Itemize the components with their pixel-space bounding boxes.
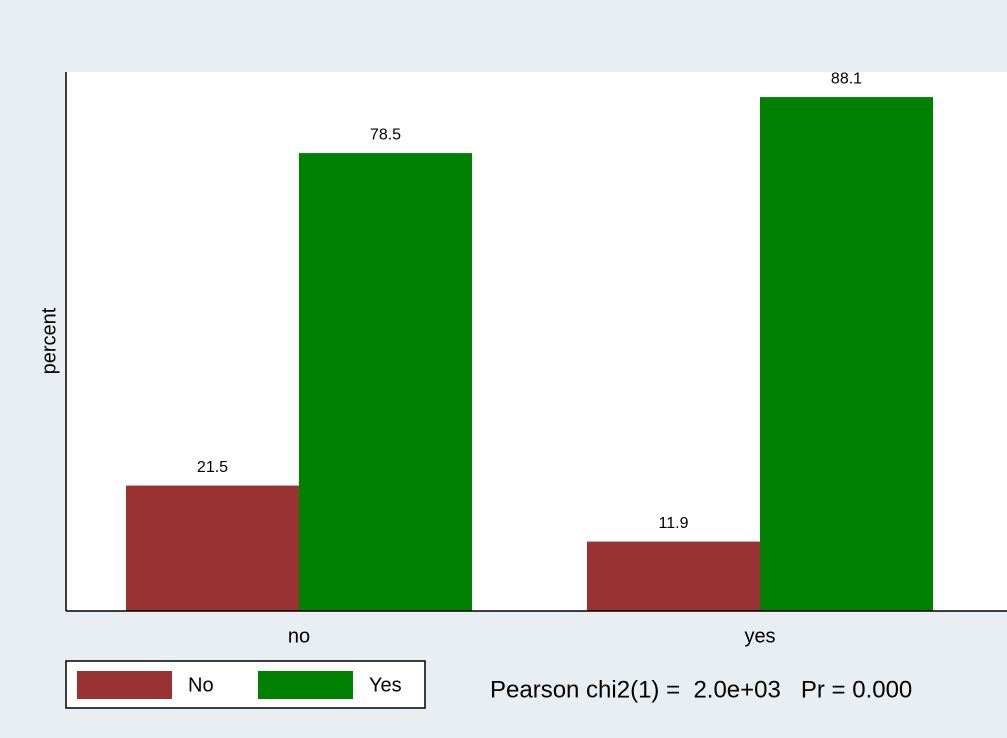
legend-label: No [188, 674, 214, 696]
legend-label: Yes [369, 674, 402, 696]
legend-swatch [258, 671, 353, 699]
x-tick-label: no [288, 625, 310, 647]
bar [126, 486, 299, 611]
bar [299, 153, 472, 611]
bar [587, 542, 760, 611]
legend-swatch [77, 671, 172, 699]
chart: percent Pearson chi2(1) = 2.0e+03 Pr = 0… [0, 0, 1007, 738]
value-label: 11.9 [659, 515, 689, 532]
value-label: 78.5 [370, 126, 401, 143]
bar [760, 97, 933, 611]
note: Pearson chi2(1) = 2.0e+03 Pr = 0.000 [490, 676, 912, 703]
value-label: 21.5 [197, 459, 228, 476]
y-axis-label: percent [38, 307, 60, 374]
value-label: 88.1 [831, 70, 862, 87]
x-tick-label: yes [744, 625, 775, 647]
